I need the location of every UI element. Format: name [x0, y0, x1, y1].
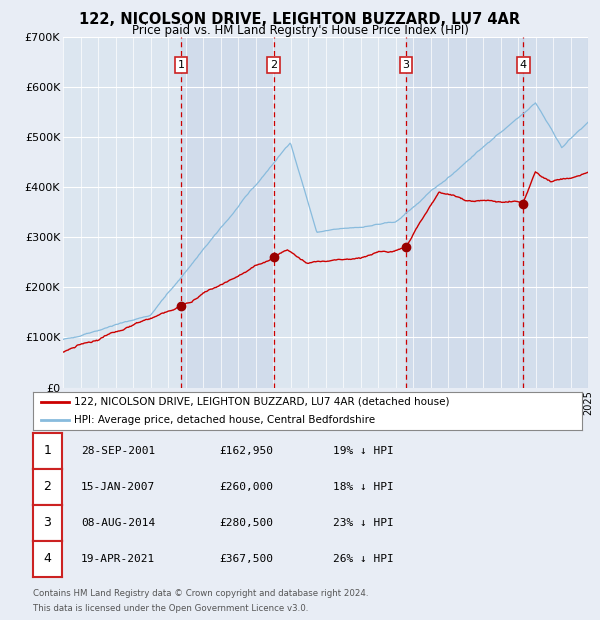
Text: 28-SEP-2001: 28-SEP-2001 [81, 446, 155, 456]
Text: HPI: Average price, detached house, Central Bedfordshire: HPI: Average price, detached house, Cent… [74, 415, 376, 425]
Text: 19% ↓ HPI: 19% ↓ HPI [333, 446, 394, 456]
Text: £162,950: £162,950 [219, 446, 273, 456]
Text: Contains HM Land Registry data © Crown copyright and database right 2024.: Contains HM Land Registry data © Crown c… [33, 590, 368, 598]
Text: 23% ↓ HPI: 23% ↓ HPI [333, 518, 394, 528]
Text: 15-JAN-2007: 15-JAN-2007 [81, 482, 155, 492]
Text: 08-AUG-2014: 08-AUG-2014 [81, 518, 155, 528]
Text: 122, NICOLSON DRIVE, LEIGHTON BUZZARD, LU7 4AR: 122, NICOLSON DRIVE, LEIGHTON BUZZARD, L… [79, 12, 521, 27]
Text: £280,500: £280,500 [219, 518, 273, 528]
Bar [523, 37, 588, 387]
Text: 1: 1 [178, 60, 185, 69]
Bar [406, 37, 523, 387]
Text: 2: 2 [270, 60, 277, 69]
Text: 122, NICOLSON DRIVE, LEIGHTON BUZZARD, LU7 4AR (detached house): 122, NICOLSON DRIVE, LEIGHTON BUZZARD, L… [74, 397, 449, 407]
Text: This data is licensed under the Open Government Licence v3.0.: This data is licensed under the Open Gov… [33, 604, 308, 613]
Text: 1: 1 [43, 445, 52, 457]
Text: 2: 2 [43, 480, 52, 493]
Text: 3: 3 [403, 60, 409, 69]
Text: 4: 4 [520, 60, 527, 69]
Text: 3: 3 [43, 516, 52, 529]
Text: Price paid vs. HM Land Registry's House Price Index (HPI): Price paid vs. HM Land Registry's House … [131, 24, 469, 37]
Text: £367,500: £367,500 [219, 554, 273, 564]
Bar [181, 37, 274, 387]
Text: 4: 4 [43, 552, 52, 565]
Text: 18% ↓ HPI: 18% ↓ HPI [333, 482, 394, 492]
Text: £260,000: £260,000 [219, 482, 273, 492]
Text: 19-APR-2021: 19-APR-2021 [81, 554, 155, 564]
Text: 26% ↓ HPI: 26% ↓ HPI [333, 554, 394, 564]
